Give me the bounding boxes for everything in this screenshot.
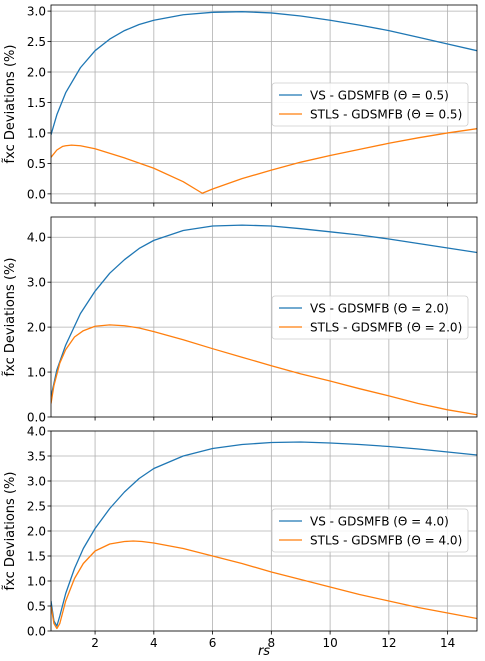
- x-tick-label: 10: [322, 636, 337, 650]
- y-tick-label: 2.5: [27, 500, 46, 514]
- chart-panel-2: 0.0 1.0 2.0 3.0 4.0 VS - GDSMFB (Θ = 2.0) STLS…: [3, 216, 478, 425]
- y-tick-label: 0.0: [27, 625, 46, 639]
- legend: VS - GDSMFB (Θ = 0.5) STLS - GDSMFB (Θ = …: [271, 82, 469, 127]
- y-tick-label: 1.5: [27, 96, 46, 110]
- x-tick-label: 14: [440, 636, 455, 650]
- legend-label: STLS - GDSMFB (Θ = 2.0): [310, 321, 462, 335]
- y-tick-label: 0.5: [27, 600, 46, 614]
- y-tick-label: 1.0: [27, 575, 46, 589]
- chart-panel-1: 0.0 0.5 1.0 1.5 2.0 2.5 3.0 VS - GDSMFB (Θ = 0.…: [3, 4, 478, 207]
- x-tick-label: 12: [381, 636, 396, 650]
- y-tick-label: 1.0: [27, 126, 46, 140]
- chart-panel-3: 2 4 6 8 10 12 14 0.0 0.5 1.0 1.5 2.0 2.5 3.0 3.5 4.0 VS …: [3, 425, 478, 659]
- y-tick-label: 4.0: [27, 425, 46, 439]
- legend-frame: [271, 508, 469, 553]
- y-tick-label: 1.0: [27, 366, 46, 380]
- legend-label: VS - GDSMFB (Θ = 4.0): [310, 515, 449, 529]
- legend-label: VS - GDSMFB (Θ = 2.0): [310, 302, 449, 316]
- plot-frame: [50, 4, 478, 204]
- series-line-stls: [51, 128, 477, 194]
- plot-frame: [50, 216, 478, 418]
- y-tick-label: 2.5: [27, 35, 46, 49]
- x-axis-label: rs: [258, 644, 270, 657]
- legend: VS - GDSMFB (Θ = 4.0) STLS - GDSMFB (Θ = …: [271, 508, 469, 553]
- y-axis-label: f̃xc Deviations (%): [3, 258, 18, 377]
- y-tick-label: 3.0: [27, 276, 46, 290]
- y-axis-label: f̃xc Deviations (%): [3, 45, 18, 164]
- y-axis-label: f̃xc Deviations (%): [3, 472, 18, 591]
- legend-label: STLS - GDSMFB (Θ = 4.0): [310, 534, 462, 548]
- y-tick-label: 0.5: [27, 157, 46, 171]
- series-line-vs: [51, 224, 477, 397]
- y-tick-label: 2.0: [27, 525, 46, 539]
- legend-frame: [271, 295, 469, 340]
- legend-label: STLS - GDSMFB (Θ = 0.5): [310, 108, 462, 122]
- y-tick-label: 4.0: [27, 231, 46, 245]
- series-line-vs: [51, 441, 477, 627]
- y-tick-label: 0.0: [27, 411, 46, 425]
- y-tick-label: 1.5: [27, 550, 46, 564]
- x-tick-label: 4: [150, 636, 158, 650]
- y-tick-label: 3.0: [27, 5, 46, 19]
- series-line-stls: [51, 540, 477, 630]
- x-tick-label: 8: [268, 636, 276, 650]
- series-line-stls: [51, 324, 477, 416]
- legend-frame: [271, 82, 469, 127]
- x-tick-label: 6: [209, 636, 217, 650]
- y-tick-label: 2.0: [27, 66, 46, 80]
- x-tick-label: 2: [91, 636, 99, 650]
- plot-frame: [50, 430, 478, 632]
- series-line-vs: [51, 11, 477, 135]
- y-tick-label: 0.0: [27, 187, 46, 201]
- y-tick-label: 3.5: [27, 450, 46, 464]
- legend-label: VS - GDSMFB (Θ = 0.5): [310, 89, 449, 103]
- y-tick-label: 2.0: [27, 321, 46, 335]
- legend: VS - GDSMFB (Θ = 2.0) STLS - GDSMFB (Θ = …: [271, 295, 469, 340]
- y-tick-label: 3.0: [27, 475, 46, 489]
